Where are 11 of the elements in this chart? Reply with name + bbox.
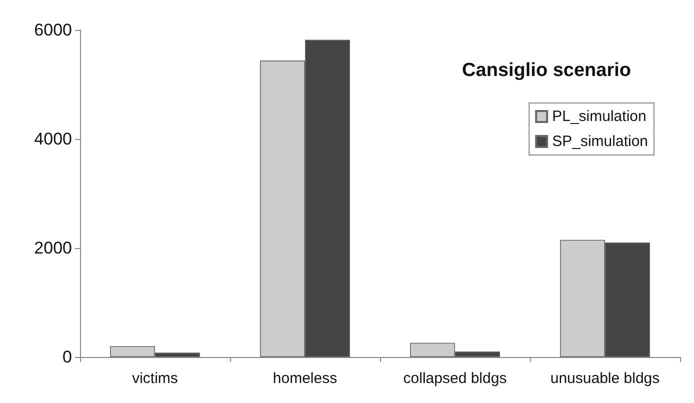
y-tick-label: 2000	[34, 238, 72, 258]
legend-label: PL_simulation	[552, 108, 646, 125]
y-tick-label: 0	[62, 348, 72, 366]
text: Cansiglio scenario	[462, 60, 632, 81]
legend-label: SP_simulation	[552, 133, 648, 150]
x-tick-label: victims	[132, 370, 178, 387]
y-tick-label: 6000	[34, 20, 72, 40]
x-tick-label: unusuable bldgs	[550, 370, 660, 387]
x-tick-label: homeless	[272, 370, 338, 387]
y-tick-label: 4000	[34, 130, 72, 148]
x-tick-label: collapsed bldgs	[403, 370, 507, 387]
